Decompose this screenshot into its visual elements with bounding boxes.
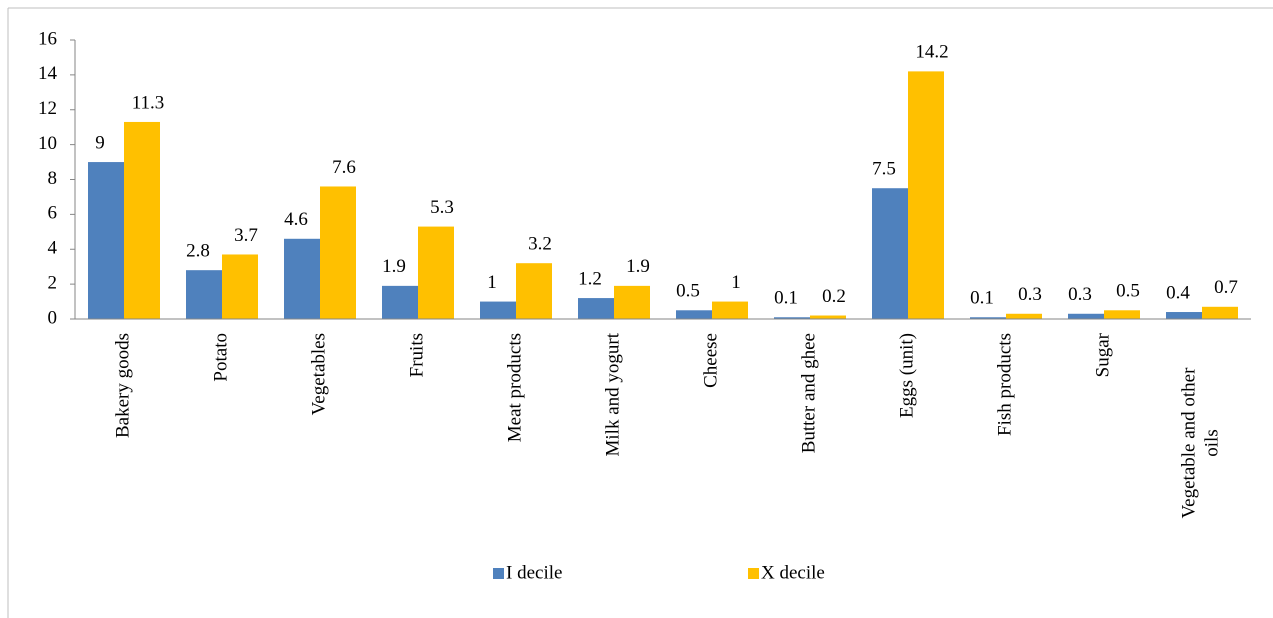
y-tick-label: 10 <box>38 133 57 154</box>
y-tick-label: 2 <box>48 272 58 293</box>
data-label: 1.9 <box>626 256 650 277</box>
bar <box>1104 310 1140 319</box>
data-label: 3.7 <box>234 225 258 246</box>
x-tick-label: Fish products <box>994 333 1015 436</box>
bar <box>88 162 124 319</box>
y-tick-label: 8 <box>48 168 58 189</box>
data-label: 14.2 <box>915 42 948 63</box>
bar <box>908 71 944 319</box>
legend-label: X decile <box>761 562 825 583</box>
y-tick-label: 4 <box>48 238 58 259</box>
bar <box>872 188 908 319</box>
bar <box>774 317 810 319</box>
bar <box>284 238 320 319</box>
y-tick-label: 0 <box>48 307 58 328</box>
x-tick-label: Eggs (unit) <box>896 333 917 418</box>
bar <box>382 285 418 319</box>
data-label: 0.2 <box>822 286 846 307</box>
x-tick-label: Bakery goods <box>112 333 133 438</box>
bar <box>186 270 222 319</box>
data-label: 2.8 <box>186 241 210 262</box>
bar <box>810 315 846 319</box>
bar <box>578 298 614 319</box>
bar <box>320 186 356 319</box>
data-label: 0.7 <box>1214 277 1238 298</box>
data-label: 1.2 <box>578 268 602 289</box>
bar <box>124 121 160 319</box>
x-tick-label: Fruits <box>406 333 427 377</box>
y-tick-label: 16 <box>38 28 57 49</box>
data-label: 0.3 <box>1018 284 1042 305</box>
bar <box>480 301 516 319</box>
data-label: 3.2 <box>528 234 552 255</box>
data-label: 11.3 <box>132 92 165 113</box>
bar <box>1068 313 1104 319</box>
bar <box>970 317 1006 319</box>
data-label: 0.5 <box>676 281 700 302</box>
x-tick-label: Meat products <box>504 333 525 442</box>
legend-swatch <box>493 568 504 579</box>
data-label: 0.3 <box>1068 284 1092 305</box>
bar <box>222 254 258 319</box>
x-tick-label: Sugar <box>1092 332 1113 377</box>
data-label: 7.6 <box>332 157 356 178</box>
bar <box>1006 313 1042 319</box>
bar <box>418 226 454 319</box>
data-label: 5.3 <box>430 197 454 218</box>
data-label: 1 <box>487 272 497 293</box>
x-tick-label: Cheese <box>700 333 721 388</box>
x-tick-label: Vegetable and otheroils <box>1179 367 1223 519</box>
data-label: 9 <box>95 132 105 153</box>
legend-label: I decile <box>506 562 562 583</box>
data-label: 0.4 <box>1166 282 1190 303</box>
data-label: 0.1 <box>970 288 994 309</box>
bar <box>1202 306 1238 319</box>
bar <box>614 285 650 319</box>
x-tick-label: Butter and ghee <box>798 333 819 453</box>
y-tick-label: 6 <box>48 203 58 224</box>
y-tick-label: 14 <box>38 63 58 84</box>
bar <box>516 263 552 319</box>
bar <box>712 301 748 319</box>
x-tick-label: Potato <box>210 333 231 382</box>
data-label: 0.1 <box>774 288 798 309</box>
data-label: 1.9 <box>382 256 406 277</box>
y-tick-label: 12 <box>38 98 57 119</box>
data-label: 1 <box>731 272 741 293</box>
x-tick-label: Milk and yogurt <box>602 332 623 456</box>
data-label: 4.6 <box>284 209 308 230</box>
data-label: 7.5 <box>872 159 896 180</box>
data-label: 0.5 <box>1116 281 1140 302</box>
bar <box>676 310 712 319</box>
bar <box>1166 312 1202 319</box>
legend-swatch <box>748 568 759 579</box>
x-tick-label: Vegetables <box>308 333 329 415</box>
